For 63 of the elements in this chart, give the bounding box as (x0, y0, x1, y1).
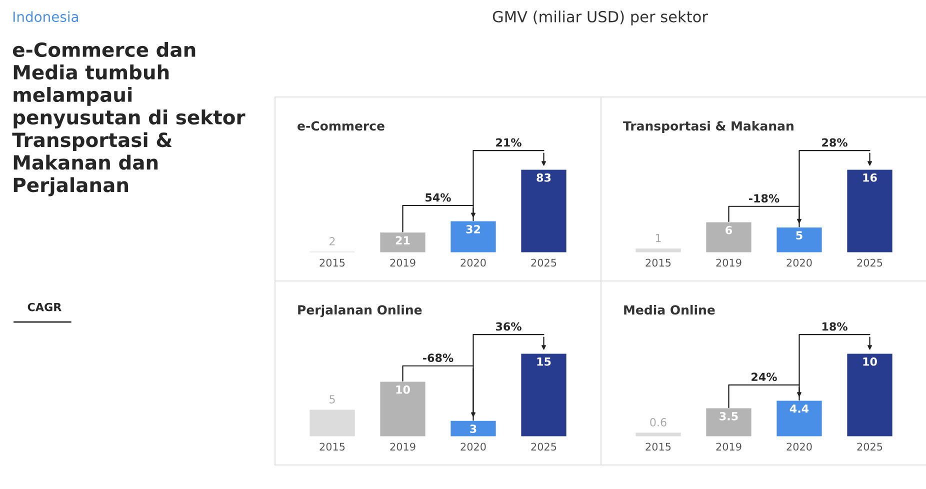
x-tick-label: 2019 (716, 442, 742, 451)
annotation: 54% (426, 193, 451, 202)
chart-title: Perjalanan Online (298, 304, 422, 318)
data-label: 21 (396, 236, 410, 244)
data-label: 83 (536, 173, 551, 182)
bar (378, 380, 427, 437)
bar (634, 247, 682, 253)
x-tick-label: 2015 (320, 258, 345, 267)
text: 28% (822, 138, 848, 147)
text: 21% (496, 138, 522, 147)
x-tick-label: 2025 (857, 442, 882, 451)
bar (846, 168, 894, 253)
x-tick-label: 2015 (320, 442, 345, 451)
data-label: 4.4 (790, 404, 809, 413)
bar (634, 431, 682, 437)
chart-title: Transportasi & Makanan (623, 120, 794, 134)
bar (520, 168, 568, 253)
bar (704, 220, 753, 253)
bar (704, 406, 753, 437)
x-tick-label: 2025 (531, 442, 556, 451)
data-label: 15 (537, 358, 551, 366)
x-tick-label: 2019 (716, 258, 742, 267)
annotation: -18% (749, 194, 780, 203)
x-tick-label: 2025 (531, 258, 556, 267)
text: CAGR (28, 302, 62, 312)
x-tick-label: 2019 (390, 442, 416, 451)
text: e-Commerce dan Media tumbuh melampaui penyusutan di sektor Transportasi & Makanan dan Perjalanan (12, 42, 246, 196)
data-label: 10 (396, 385, 410, 394)
bar (775, 399, 824, 437)
text: 18% (822, 322, 848, 331)
chart-title: Media Online (624, 304, 715, 315)
bar (449, 220, 498, 253)
x-tick-label: 2020 (460, 442, 486, 451)
data-label: 1 (656, 234, 661, 242)
data-label: 10 (863, 357, 877, 366)
data-label: 3.5 (720, 412, 738, 420)
data-label: 5 (796, 231, 802, 240)
x-tick-label: 2025 (857, 258, 882, 267)
x-tick-label: 2020 (786, 442, 812, 451)
text: GMV (miliar USD) per sektor (492, 10, 708, 26)
x-tick-label: 2015 (646, 258, 671, 267)
bar (846, 352, 894, 437)
annotation: -68% (423, 354, 454, 362)
bar (520, 352, 568, 437)
bar (378, 231, 427, 253)
data-label: 3 (470, 424, 476, 433)
data-label: 16 (863, 173, 877, 182)
data-label: 2 (330, 237, 335, 246)
data-label: 0.6 (650, 418, 666, 426)
text: Indonesia (13, 11, 78, 22)
annotation: 24% (752, 372, 777, 382)
bar (449, 420, 498, 437)
bar (308, 408, 356, 437)
x-tick-label: 2015 (646, 442, 671, 451)
x-tick-label: 2019 (390, 258, 416, 267)
data-label: 6 (726, 226, 732, 234)
x-tick-label: 2020 (460, 258, 486, 267)
bar (775, 226, 824, 253)
text: 36% (496, 322, 522, 331)
x-tick-label: 2020 (786, 258, 812, 267)
data-label: 5 (330, 395, 335, 404)
data-label: 32 (466, 225, 480, 234)
chart-title: e-Commerce (298, 121, 384, 131)
